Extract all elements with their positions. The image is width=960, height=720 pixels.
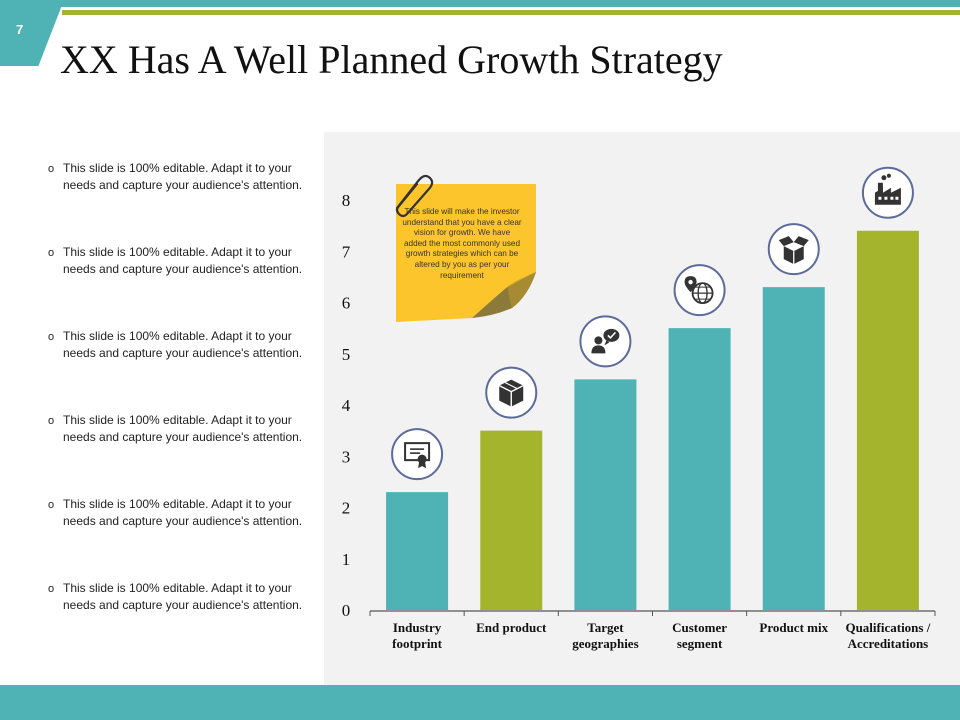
bullet-item: This slide is 100% editable. Adapt it to… (48, 580, 320, 664)
box-icon (485, 366, 538, 419)
bullet-list: This slide is 100% editable. Adapt it to… (48, 160, 320, 664)
sticky-note-text: This slide will make the investor unders… (402, 207, 522, 280)
y-tick-label: 0 (342, 601, 351, 620)
globe-pin-icon (673, 264, 726, 317)
y-tick-label: 7 (342, 242, 351, 261)
x-tick-label: Qualifications / Accreditations (845, 620, 930, 651)
x-tick-label: End product (476, 620, 547, 635)
open-box-icon (767, 223, 820, 276)
y-tick-label: 4 (342, 396, 351, 415)
y-tick-label: 8 (342, 191, 351, 210)
bullet-item: This slide is 100% editable. Adapt it to… (48, 328, 320, 412)
x-tick-label: Target geographies (572, 620, 638, 651)
bar (762, 287, 825, 610)
bar (668, 328, 731, 610)
bar (386, 492, 449, 610)
bar (480, 430, 543, 610)
bottom-accent-bar (0, 685, 960, 720)
bar (856, 230, 919, 610)
sticky-note (396, 184, 536, 322)
y-tick-label: 1 (342, 550, 351, 569)
x-tick-label: Industry footprint (392, 620, 443, 651)
x-tick-label: Customer segment (672, 620, 727, 651)
bullet-item: This slide is 100% editable. Adapt it to… (48, 160, 320, 244)
y-tick-label: 2 (342, 499, 351, 518)
paperclip-icon (395, 174, 434, 218)
bullet-item: This slide is 100% editable. Adapt it to… (48, 412, 320, 496)
bar (574, 379, 637, 610)
y-tick-label: 5 (342, 345, 351, 364)
bullet-item: This slide is 100% editable. Adapt it to… (48, 496, 320, 580)
x-tick-label: Product mix (759, 620, 828, 635)
slide-number: 7 (16, 22, 24, 37)
slide-title: XX Has A Well Planned Growth Strategy (60, 37, 723, 82)
factory-icon (861, 166, 914, 219)
top-accent-line (62, 10, 960, 15)
bullet-item: This slide is 100% editable. Adapt it to… (48, 244, 320, 328)
y-tick-label: 6 (342, 294, 351, 313)
certificate-icon (391, 428, 444, 481)
top-accent-bar (0, 0, 960, 7)
feedback-icon (579, 315, 632, 368)
y-tick-label: 3 (342, 447, 351, 466)
